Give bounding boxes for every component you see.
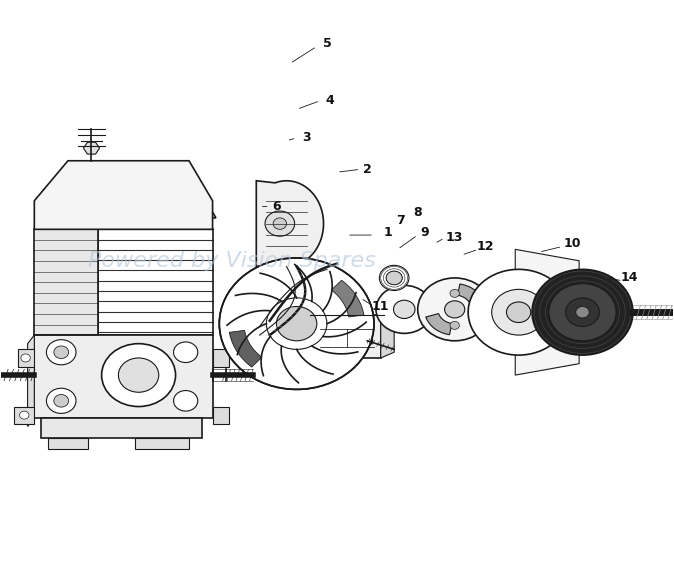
Circle shape: [386, 271, 402, 285]
Polygon shape: [246, 338, 280, 361]
Circle shape: [549, 284, 616, 341]
Text: 2: 2: [363, 163, 371, 176]
Circle shape: [576, 307, 589, 318]
Text: 8: 8: [413, 206, 422, 219]
Polygon shape: [212, 350, 229, 367]
Text: 13: 13: [446, 231, 464, 245]
Circle shape: [506, 302, 530, 323]
Text: 9: 9: [420, 226, 429, 239]
Text: 3: 3: [303, 131, 311, 144]
Circle shape: [219, 258, 374, 390]
Text: 4: 4: [326, 94, 335, 107]
Circle shape: [492, 289, 545, 335]
Text: 14: 14: [621, 272, 638, 284]
Circle shape: [21, 354, 30, 362]
Polygon shape: [34, 161, 212, 229]
Circle shape: [350, 335, 357, 341]
Circle shape: [251, 341, 257, 347]
Circle shape: [20, 411, 29, 419]
Polygon shape: [48, 438, 88, 449]
Polygon shape: [381, 309, 394, 358]
Circle shape: [445, 301, 465, 318]
Circle shape: [47, 388, 76, 413]
Circle shape: [565, 298, 599, 327]
Polygon shape: [18, 350, 34, 367]
Circle shape: [394, 300, 415, 319]
Text: 7: 7: [396, 214, 405, 227]
Text: 6: 6: [272, 200, 281, 213]
Circle shape: [102, 344, 175, 406]
Polygon shape: [458, 284, 484, 305]
Polygon shape: [426, 313, 452, 335]
Polygon shape: [14, 406, 34, 423]
Circle shape: [276, 307, 317, 341]
Circle shape: [468, 269, 569, 355]
Polygon shape: [313, 315, 381, 358]
Circle shape: [266, 352, 273, 358]
Text: 12: 12: [477, 240, 494, 253]
Circle shape: [54, 346, 69, 359]
Circle shape: [265, 211, 295, 236]
Circle shape: [345, 331, 361, 345]
Circle shape: [379, 265, 409, 291]
Polygon shape: [135, 438, 189, 449]
Polygon shape: [212, 406, 229, 423]
Text: 5: 5: [323, 37, 332, 50]
Circle shape: [174, 342, 197, 363]
Polygon shape: [34, 335, 212, 418]
Circle shape: [376, 285, 433, 333]
Circle shape: [154, 193, 177, 214]
Polygon shape: [68, 172, 216, 218]
Circle shape: [121, 188, 137, 202]
Circle shape: [112, 180, 146, 209]
Polygon shape: [28, 335, 34, 426]
Circle shape: [273, 218, 286, 229]
Polygon shape: [41, 418, 202, 438]
Circle shape: [174, 391, 197, 411]
Circle shape: [450, 289, 460, 297]
Polygon shape: [515, 249, 579, 375]
Circle shape: [362, 336, 373, 346]
Text: 1: 1: [383, 226, 392, 239]
Circle shape: [418, 278, 492, 341]
Polygon shape: [34, 229, 98, 335]
Circle shape: [450, 321, 460, 329]
Polygon shape: [84, 142, 100, 154]
Text: Powered by Vision Spares: Powered by Vision Spares: [88, 251, 376, 271]
Text: 11: 11: [372, 300, 390, 313]
Polygon shape: [256, 180, 324, 266]
Polygon shape: [266, 321, 293, 335]
Circle shape: [119, 358, 159, 393]
Circle shape: [270, 323, 279, 331]
Circle shape: [54, 395, 69, 407]
Text: 10: 10: [563, 237, 581, 250]
Circle shape: [532, 269, 633, 355]
Polygon shape: [332, 280, 364, 317]
Polygon shape: [229, 331, 262, 367]
Circle shape: [47, 340, 76, 365]
